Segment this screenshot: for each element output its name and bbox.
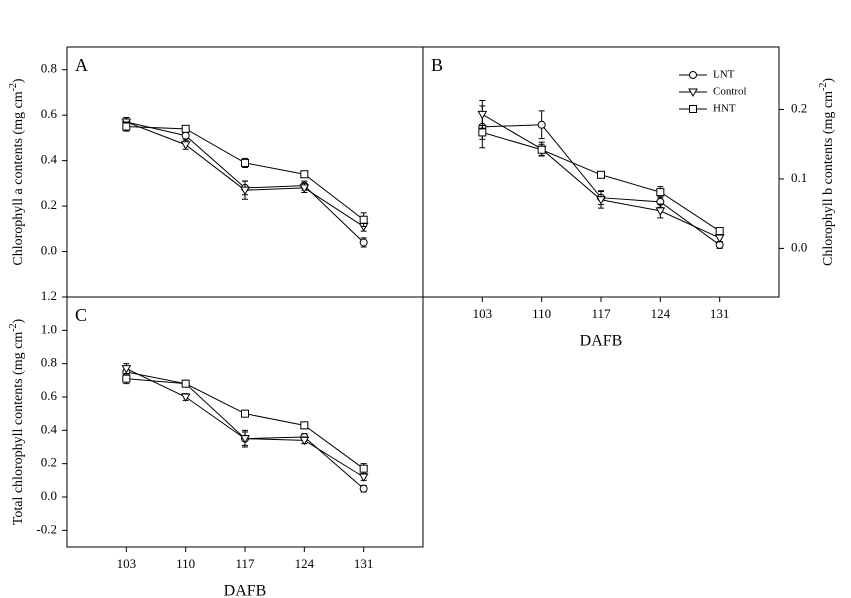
legend-marker [689,71,697,79]
panel-frame [66,46,424,298]
marker [241,158,249,167]
legend-marker [688,88,698,98]
panel-letter: C [75,305,87,325]
y-axis-label-part: Total chlorophyll contents (mg cm [11,332,26,526]
x-tick-label: 117 [591,306,611,321]
y-tick-label: 0.0 [41,488,57,503]
y-tick-label: 0.8 [41,61,57,76]
x-tick-label: 131 [710,306,730,321]
y-tick-label: 0.0 [791,239,807,254]
x-tick-label: 103 [473,306,493,321]
panel-frame [66,296,424,548]
y-tick-label: 0.4 [41,152,58,167]
series-line [126,368,364,478]
marker [181,131,190,140]
marker [359,484,368,493]
x-tick-label: 124 [295,556,315,571]
y-axis-label: Chlorophyll a contents (mg cm-2) [8,78,26,266]
y-axis-label-part: ) [11,318,26,323]
marker [359,215,368,224]
panel-letter: A [75,55,88,75]
y-axis-label: Chlorophyll b contents (mg cm-2) [818,78,836,266]
marker [241,409,249,418]
series-line [126,126,364,221]
y-axis-label-part: ) [821,78,836,83]
y-tick-label: 1.2 [41,288,57,303]
marker [240,186,250,196]
y-axis-label-part: -2 [8,323,19,331]
marker [180,141,191,150]
marker [299,184,310,193]
marker [121,365,132,374]
legend-text: Control [713,86,747,98]
marker [714,234,725,243]
legend-marker [689,105,697,113]
x-tick-label: 103 [117,556,137,571]
y-axis-label-part: ) [11,78,26,83]
y-tick-label: 0.6 [41,106,58,121]
y-tick-label: 0.2 [791,100,807,115]
x-tick-label: 117 [235,556,255,571]
panel-letter: B [431,55,443,75]
legend-text: LNT [713,69,735,81]
marker [478,128,487,137]
marker [537,120,546,129]
y-axis-label-part: Chlorophyll b contents (mg cm [821,91,836,266]
x-axis-label: DAFB [224,583,267,598]
y-axis-label-part: -2 [818,83,829,91]
marker [537,145,546,154]
marker [715,227,724,236]
marker [299,436,310,446]
marker [122,374,131,383]
x-axis-label: DAFB [580,333,623,350]
y-axis-label: Total chlorophyll contents (mg cm-2) [8,318,26,525]
marker [181,379,190,388]
marker [655,207,666,216]
x-tick-label: 110 [176,556,195,571]
y-tick-label: 0.2 [41,197,57,212]
marker [359,464,368,473]
y-tick-label: 0.8 [41,355,57,370]
marker [122,122,131,131]
series-line [482,131,720,232]
marker [656,188,665,197]
marker [597,170,605,179]
y-tick-label: -0.2 [36,521,57,536]
series-line [126,121,364,227]
y-axis-label-part: -2 [8,83,19,91]
x-tick-label: 124 [651,306,671,321]
y-axis-label-part: Chlorophyll a contents (mg cm [11,91,26,265]
marker [300,170,309,179]
y-tick-label: 0.4 [41,421,58,436]
marker [359,238,368,247]
legend-text: HNT [713,103,736,115]
y-tick-label: 0.1 [791,170,807,185]
marker [477,110,488,120]
marker [180,393,191,403]
y-tick-label: 0.0 [41,243,57,258]
y-tick-label: 0.2 [41,455,57,470]
x-tick-label: 110 [532,306,551,321]
y-tick-label: 0.6 [41,388,58,403]
y-tick-label: 1.0 [41,321,57,336]
marker [240,435,250,444]
marker [181,124,190,133]
marker [300,421,309,430]
marker [596,196,606,205]
x-tick-label: 131 [354,556,374,571]
